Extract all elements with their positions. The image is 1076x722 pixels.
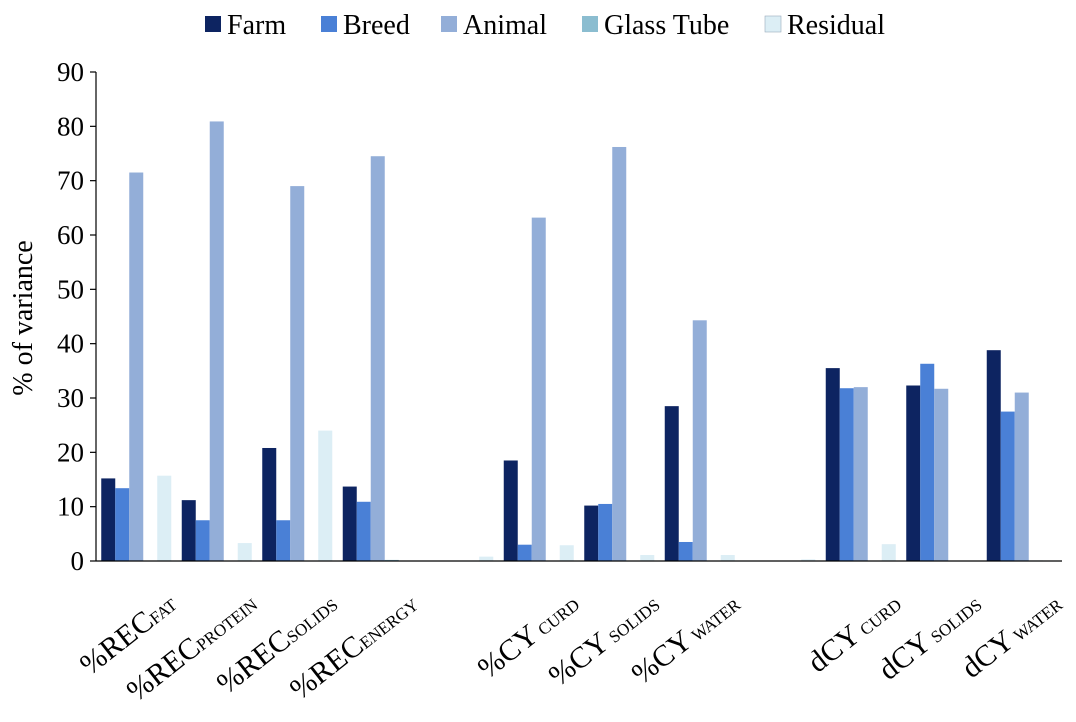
bar-breed (356, 501, 371, 561)
bar-animal (209, 121, 224, 562)
legend-label: Glass Tube (604, 10, 729, 41)
x-category-subscript: ENERGY (356, 595, 422, 652)
bar-residual (157, 475, 172, 561)
bar-residual (559, 545, 574, 561)
x-category-subscript: WATER (685, 595, 745, 648)
x-category-subscript: SOLIDS (283, 595, 342, 647)
bar-residual (318, 430, 333, 561)
legend-swatch-farm (205, 16, 221, 32)
bar-breed (678, 541, 693, 561)
legend-swatch-residual (764, 15, 782, 33)
bar-breed (598, 503, 613, 561)
bar-animal (129, 172, 144, 561)
bar-farm (825, 368, 840, 561)
bar-animal (692, 320, 707, 561)
bar-animal (370, 156, 385, 561)
bar-animal (531, 217, 546, 561)
legend-label: Residual (787, 10, 885, 41)
bar-farm (503, 460, 518, 561)
legend-swatch-animal (441, 16, 457, 32)
x-axis: %RECFAT%RECPROTEIN%RECSOLIDS%RECENERGY %C… (74, 560, 1067, 708)
y-tick-label: 30 (57, 383, 84, 413)
bar-farm (906, 385, 921, 561)
bar-animal (612, 146, 627, 562)
bar-animal (1014, 392, 1029, 561)
y-tick-label: 40 (57, 329, 84, 359)
y-tick-label: 60 (57, 220, 84, 250)
bar-breed (920, 363, 935, 561)
bar-residual (720, 555, 735, 561)
bar-animal (290, 186, 305, 561)
y-tick-label: 50 (57, 274, 84, 304)
bar-residual (881, 544, 896, 561)
bar-breed (276, 520, 291, 561)
bar-animal (934, 388, 949, 561)
bar-breed (1000, 411, 1015, 561)
bar-breed (115, 488, 130, 561)
bar-residual (640, 555, 655, 561)
y-tick-label: 70 (57, 166, 84, 196)
y-tick-label: 90 (57, 57, 84, 87)
bar-farm (181, 500, 196, 561)
legend-label: Farm (227, 10, 286, 41)
x-category-subscript: CURD (853, 595, 905, 642)
y-axis-title: % of variance (8, 240, 39, 395)
bar-farm (986, 350, 1001, 561)
bar-residual (237, 543, 252, 561)
legend-label: Animal (463, 10, 547, 41)
bar-residual (479, 556, 494, 561)
y-tick-label: 80 (57, 111, 84, 141)
legend-swatch-glass-tube (582, 16, 598, 32)
bar-farm (101, 478, 116, 561)
legend-label: Breed (343, 10, 410, 41)
bar-animal (853, 387, 868, 561)
bar-farm (342, 486, 357, 561)
y-axis: 0 10 20 30 40 50 60 70 80 90 (57, 57, 97, 576)
legend: Farm Breed Animal Glass Tube Residual (205, 10, 885, 41)
legend-swatch-breed (321, 16, 337, 32)
x-category-label: %RECENERGY (284, 587, 424, 707)
bar-farm (584, 505, 599, 561)
x-category-subscript: WATER (1007, 595, 1067, 648)
y-tick-label: 0 (71, 546, 85, 576)
bar-farm (262, 447, 277, 561)
bar-farm (664, 406, 679, 561)
bar-breed (839, 388, 854, 561)
bars (101, 121, 1043, 562)
bar-breed (195, 520, 210, 561)
bar-breed (517, 544, 532, 561)
y-tick-label: 10 (57, 492, 84, 522)
bar-residual (801, 559, 816, 561)
x-category-subscript: CURD (531, 595, 583, 642)
y-tick-label: 20 (57, 437, 84, 467)
